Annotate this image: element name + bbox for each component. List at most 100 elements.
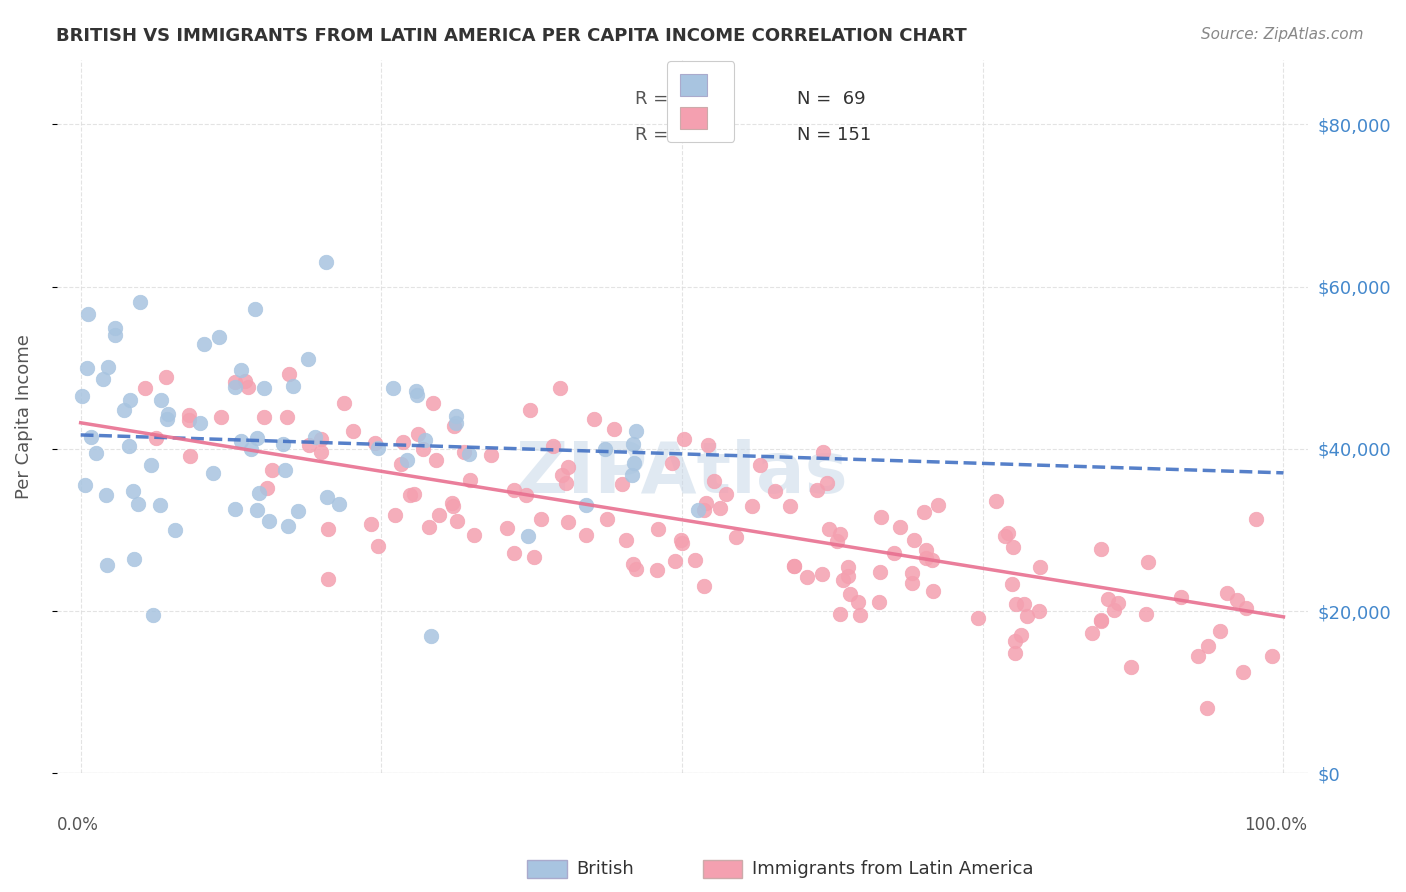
Point bbox=[693, 578, 716, 592]
Text: N =  69: N = 69 bbox=[797, 90, 866, 108]
Point bbox=[231, 434, 253, 448]
Text: Source: ZipAtlas.com: Source: ZipAtlas.com bbox=[1201, 27, 1364, 42]
Point bbox=[1232, 665, 1254, 679]
Point bbox=[782, 558, 804, 573]
Point bbox=[328, 497, 350, 511]
Point bbox=[714, 487, 737, 501]
Point bbox=[76, 307, 98, 321]
Point bbox=[236, 380, 259, 394]
Point bbox=[208, 329, 231, 343]
Point bbox=[912, 505, 935, 519]
Point bbox=[541, 439, 564, 453]
Point bbox=[900, 576, 922, 591]
Point bbox=[783, 559, 806, 574]
Point bbox=[104, 320, 127, 334]
Point bbox=[418, 520, 440, 534]
Point bbox=[422, 396, 444, 410]
Point bbox=[457, 446, 479, 460]
Point bbox=[84, 446, 107, 460]
Point bbox=[671, 535, 693, 549]
Point bbox=[927, 498, 949, 512]
Point bbox=[1028, 604, 1050, 618]
Point bbox=[209, 409, 232, 424]
Point bbox=[281, 379, 304, 393]
Text: British: British bbox=[576, 860, 634, 878]
Point bbox=[825, 533, 848, 548]
Point bbox=[1170, 590, 1192, 604]
Point bbox=[440, 496, 463, 510]
Point bbox=[1226, 593, 1249, 607]
Point bbox=[443, 418, 465, 433]
Point bbox=[1244, 512, 1267, 526]
Point bbox=[496, 521, 519, 535]
Point bbox=[846, 594, 869, 608]
Point bbox=[460, 473, 482, 487]
Point bbox=[398, 487, 420, 501]
Point bbox=[1216, 585, 1239, 599]
Point bbox=[1137, 555, 1160, 569]
Point bbox=[1197, 639, 1219, 653]
Point bbox=[298, 438, 321, 452]
Text: N = 151: N = 151 bbox=[797, 126, 872, 144]
Point bbox=[673, 433, 696, 447]
Point bbox=[596, 512, 619, 526]
Point bbox=[96, 558, 118, 573]
Point bbox=[832, 573, 855, 587]
Text: ZIPAtlas: ZIPAtlas bbox=[516, 439, 848, 508]
Point bbox=[1005, 597, 1028, 611]
Point bbox=[276, 410, 298, 425]
Point bbox=[645, 563, 668, 577]
Point bbox=[1090, 613, 1112, 627]
Point bbox=[142, 608, 165, 623]
Point bbox=[402, 486, 425, 500]
Point bbox=[129, 294, 152, 309]
Point bbox=[309, 432, 332, 446]
Text: R =: R = bbox=[634, 90, 673, 108]
Point bbox=[315, 490, 337, 504]
Point bbox=[149, 498, 172, 512]
Point bbox=[1010, 627, 1032, 641]
Point bbox=[256, 481, 278, 495]
Point bbox=[624, 425, 647, 439]
Point bbox=[420, 629, 443, 643]
Point bbox=[367, 539, 389, 553]
Point bbox=[967, 611, 990, 625]
Point bbox=[830, 607, 852, 622]
Point bbox=[405, 384, 427, 399]
Point bbox=[915, 551, 938, 566]
Point bbox=[818, 523, 841, 537]
Point bbox=[557, 460, 579, 475]
Point bbox=[621, 468, 644, 483]
Point bbox=[839, 587, 862, 601]
Text: -0.071: -0.071 bbox=[676, 90, 734, 108]
Point bbox=[120, 393, 142, 408]
Point bbox=[257, 514, 280, 528]
Point bbox=[621, 437, 644, 451]
Point bbox=[190, 416, 212, 430]
Point bbox=[626, 562, 648, 576]
Point bbox=[1004, 646, 1026, 660]
Point bbox=[610, 477, 633, 491]
Text: 100.0%: 100.0% bbox=[1244, 816, 1308, 834]
Point bbox=[903, 533, 925, 548]
Point bbox=[297, 351, 319, 366]
Point bbox=[849, 607, 872, 622]
Point bbox=[224, 375, 246, 389]
Point bbox=[695, 496, 717, 510]
Point bbox=[697, 438, 720, 452]
Point bbox=[405, 388, 427, 402]
Point bbox=[1012, 597, 1035, 611]
Point bbox=[177, 409, 200, 423]
Point bbox=[1001, 577, 1024, 591]
Point bbox=[901, 566, 924, 581]
Point bbox=[621, 558, 644, 572]
Point bbox=[360, 516, 382, 531]
Text: Immigrants from Latin America: Immigrants from Latin America bbox=[752, 860, 1033, 878]
Point bbox=[381, 381, 404, 395]
Point bbox=[703, 475, 725, 489]
Point bbox=[243, 302, 266, 317]
Point bbox=[118, 439, 141, 453]
Point bbox=[156, 412, 179, 426]
Point bbox=[246, 431, 269, 445]
Point bbox=[127, 497, 149, 511]
